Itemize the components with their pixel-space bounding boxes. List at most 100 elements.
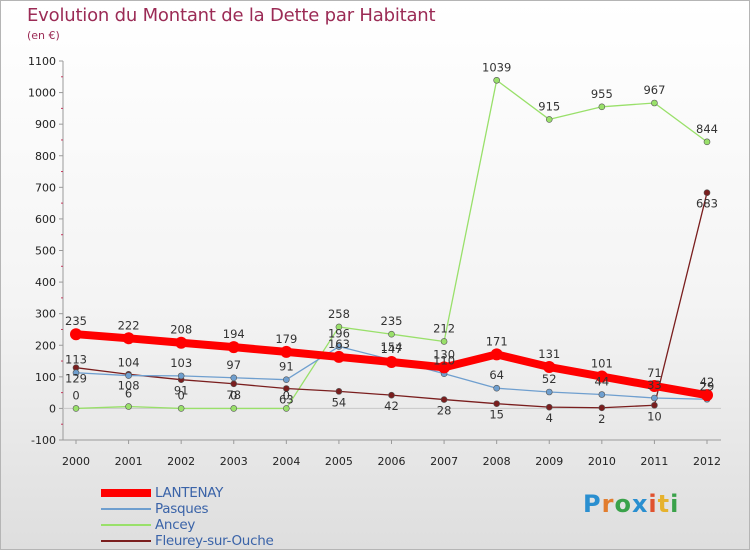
data-label: 113 bbox=[65, 353, 87, 367]
logo-letter: i bbox=[670, 490, 680, 518]
data-point bbox=[177, 405, 185, 412]
data-label: 258 bbox=[328, 307, 350, 321]
data-label: 2 bbox=[598, 412, 605, 426]
data-label: 130 bbox=[433, 347, 455, 361]
logo-letter: P bbox=[583, 490, 602, 518]
legend-swatch bbox=[101, 489, 151, 497]
data-label: 1039 bbox=[482, 60, 511, 74]
data-point bbox=[598, 391, 606, 398]
data-point bbox=[70, 328, 82, 341]
x-tick-label: 2005 bbox=[325, 455, 353, 468]
x-tick-label: 2001 bbox=[115, 455, 143, 468]
data-label: 28 bbox=[437, 404, 452, 418]
data-label: 110 bbox=[433, 354, 455, 368]
y-tick-label: 700 bbox=[35, 181, 56, 194]
data-point bbox=[545, 403, 553, 411]
x-tick-label: 2012 bbox=[693, 455, 721, 468]
data-point bbox=[227, 341, 240, 354]
data-point bbox=[175, 336, 188, 349]
data-label: 4 bbox=[546, 411, 553, 425]
data-label: 208 bbox=[170, 323, 192, 337]
legend-label: LANTENAY bbox=[155, 485, 224, 501]
data-point bbox=[440, 396, 448, 403]
data-point bbox=[335, 388, 343, 395]
legend-label: Pasques bbox=[155, 501, 209, 517]
y-tick-label: 900 bbox=[35, 118, 56, 131]
data-label: 97 bbox=[226, 358, 241, 372]
data-point bbox=[388, 391, 395, 399]
data-label: 0 bbox=[230, 388, 237, 402]
legend-swatch bbox=[101, 508, 151, 510]
data-label: 683 bbox=[696, 197, 718, 211]
data-label: 163 bbox=[328, 337, 350, 351]
data-point bbox=[177, 372, 185, 380]
data-label: 0 bbox=[72, 388, 79, 402]
legend-label: Ancey bbox=[155, 517, 196, 533]
y-tick-label: 600 bbox=[35, 213, 56, 226]
data-label: 108 bbox=[118, 378, 140, 392]
data-label: 844 bbox=[696, 122, 718, 136]
logo-letter: i bbox=[648, 490, 658, 518]
x-tick-label: 2000 bbox=[62, 455, 90, 468]
data-label: 42 bbox=[700, 375, 715, 389]
data-label: 6 bbox=[125, 387, 132, 401]
y-tick-label: 100 bbox=[35, 371, 56, 384]
y-tick-label: 1100 bbox=[28, 55, 56, 68]
data-point bbox=[438, 361, 451, 374]
y-tick-label: 500 bbox=[35, 245, 56, 258]
data-point bbox=[545, 116, 553, 123]
logo-letter: r bbox=[601, 490, 615, 518]
data-label: 212 bbox=[433, 321, 455, 335]
data-point bbox=[598, 103, 606, 111]
data-label: 196 bbox=[328, 327, 350, 341]
y-tick-label: 0 bbox=[49, 402, 56, 415]
legend-label: Fleurey-sur-Ouche bbox=[155, 533, 274, 549]
data-label: 33 bbox=[647, 378, 662, 392]
data-point bbox=[493, 384, 500, 392]
x-tick-label: 2011 bbox=[640, 455, 668, 468]
x-tick-label: 2002 bbox=[167, 455, 195, 468]
data-point bbox=[283, 376, 290, 383]
data-point bbox=[703, 138, 711, 146]
y-tick-label: 400 bbox=[35, 276, 56, 289]
data-point bbox=[545, 388, 553, 396]
logo-letter: x bbox=[631, 490, 649, 518]
data-point bbox=[230, 405, 238, 412]
data-label: 235 bbox=[65, 314, 87, 328]
data-point bbox=[230, 380, 238, 388]
data-point bbox=[493, 400, 500, 407]
x-tick-label: 2006 bbox=[378, 455, 406, 468]
data-label: 179 bbox=[275, 332, 297, 346]
data-point bbox=[335, 343, 343, 350]
y-tick-label: 800 bbox=[35, 150, 56, 163]
data-label: 64 bbox=[489, 368, 504, 382]
logo-letter: t bbox=[657, 490, 671, 518]
data-point bbox=[651, 99, 658, 107]
data-label: 955 bbox=[591, 87, 613, 101]
legend-swatch bbox=[101, 540, 151, 542]
y-tick-label: 200 bbox=[35, 339, 56, 352]
data-point bbox=[72, 405, 80, 412]
legend-swatch bbox=[101, 524, 151, 526]
data-label: 235 bbox=[381, 314, 403, 328]
data-label: 78 bbox=[226, 388, 241, 402]
x-tick-label: 2004 bbox=[272, 455, 300, 468]
x-tick-label: 2008 bbox=[483, 455, 511, 468]
data-point bbox=[385, 355, 398, 368]
x-tick-label: 2009 bbox=[535, 455, 563, 468]
data-label: 91 bbox=[279, 360, 294, 374]
data-point bbox=[440, 338, 448, 345]
data-label: 29 bbox=[700, 379, 715, 393]
data-point bbox=[543, 361, 556, 374]
data-label: 103 bbox=[170, 356, 192, 370]
data-label: 131 bbox=[538, 347, 560, 361]
data-label: 154 bbox=[381, 340, 403, 354]
proxiti-logo: Proxiti bbox=[583, 490, 679, 518]
chart-title: Evolution du Montant de la Dette par Hab… bbox=[27, 5, 436, 26]
data-label: 15 bbox=[489, 408, 504, 422]
data-label: 171 bbox=[486, 334, 508, 348]
data-label: 101 bbox=[591, 357, 613, 371]
data-point bbox=[230, 374, 238, 382]
